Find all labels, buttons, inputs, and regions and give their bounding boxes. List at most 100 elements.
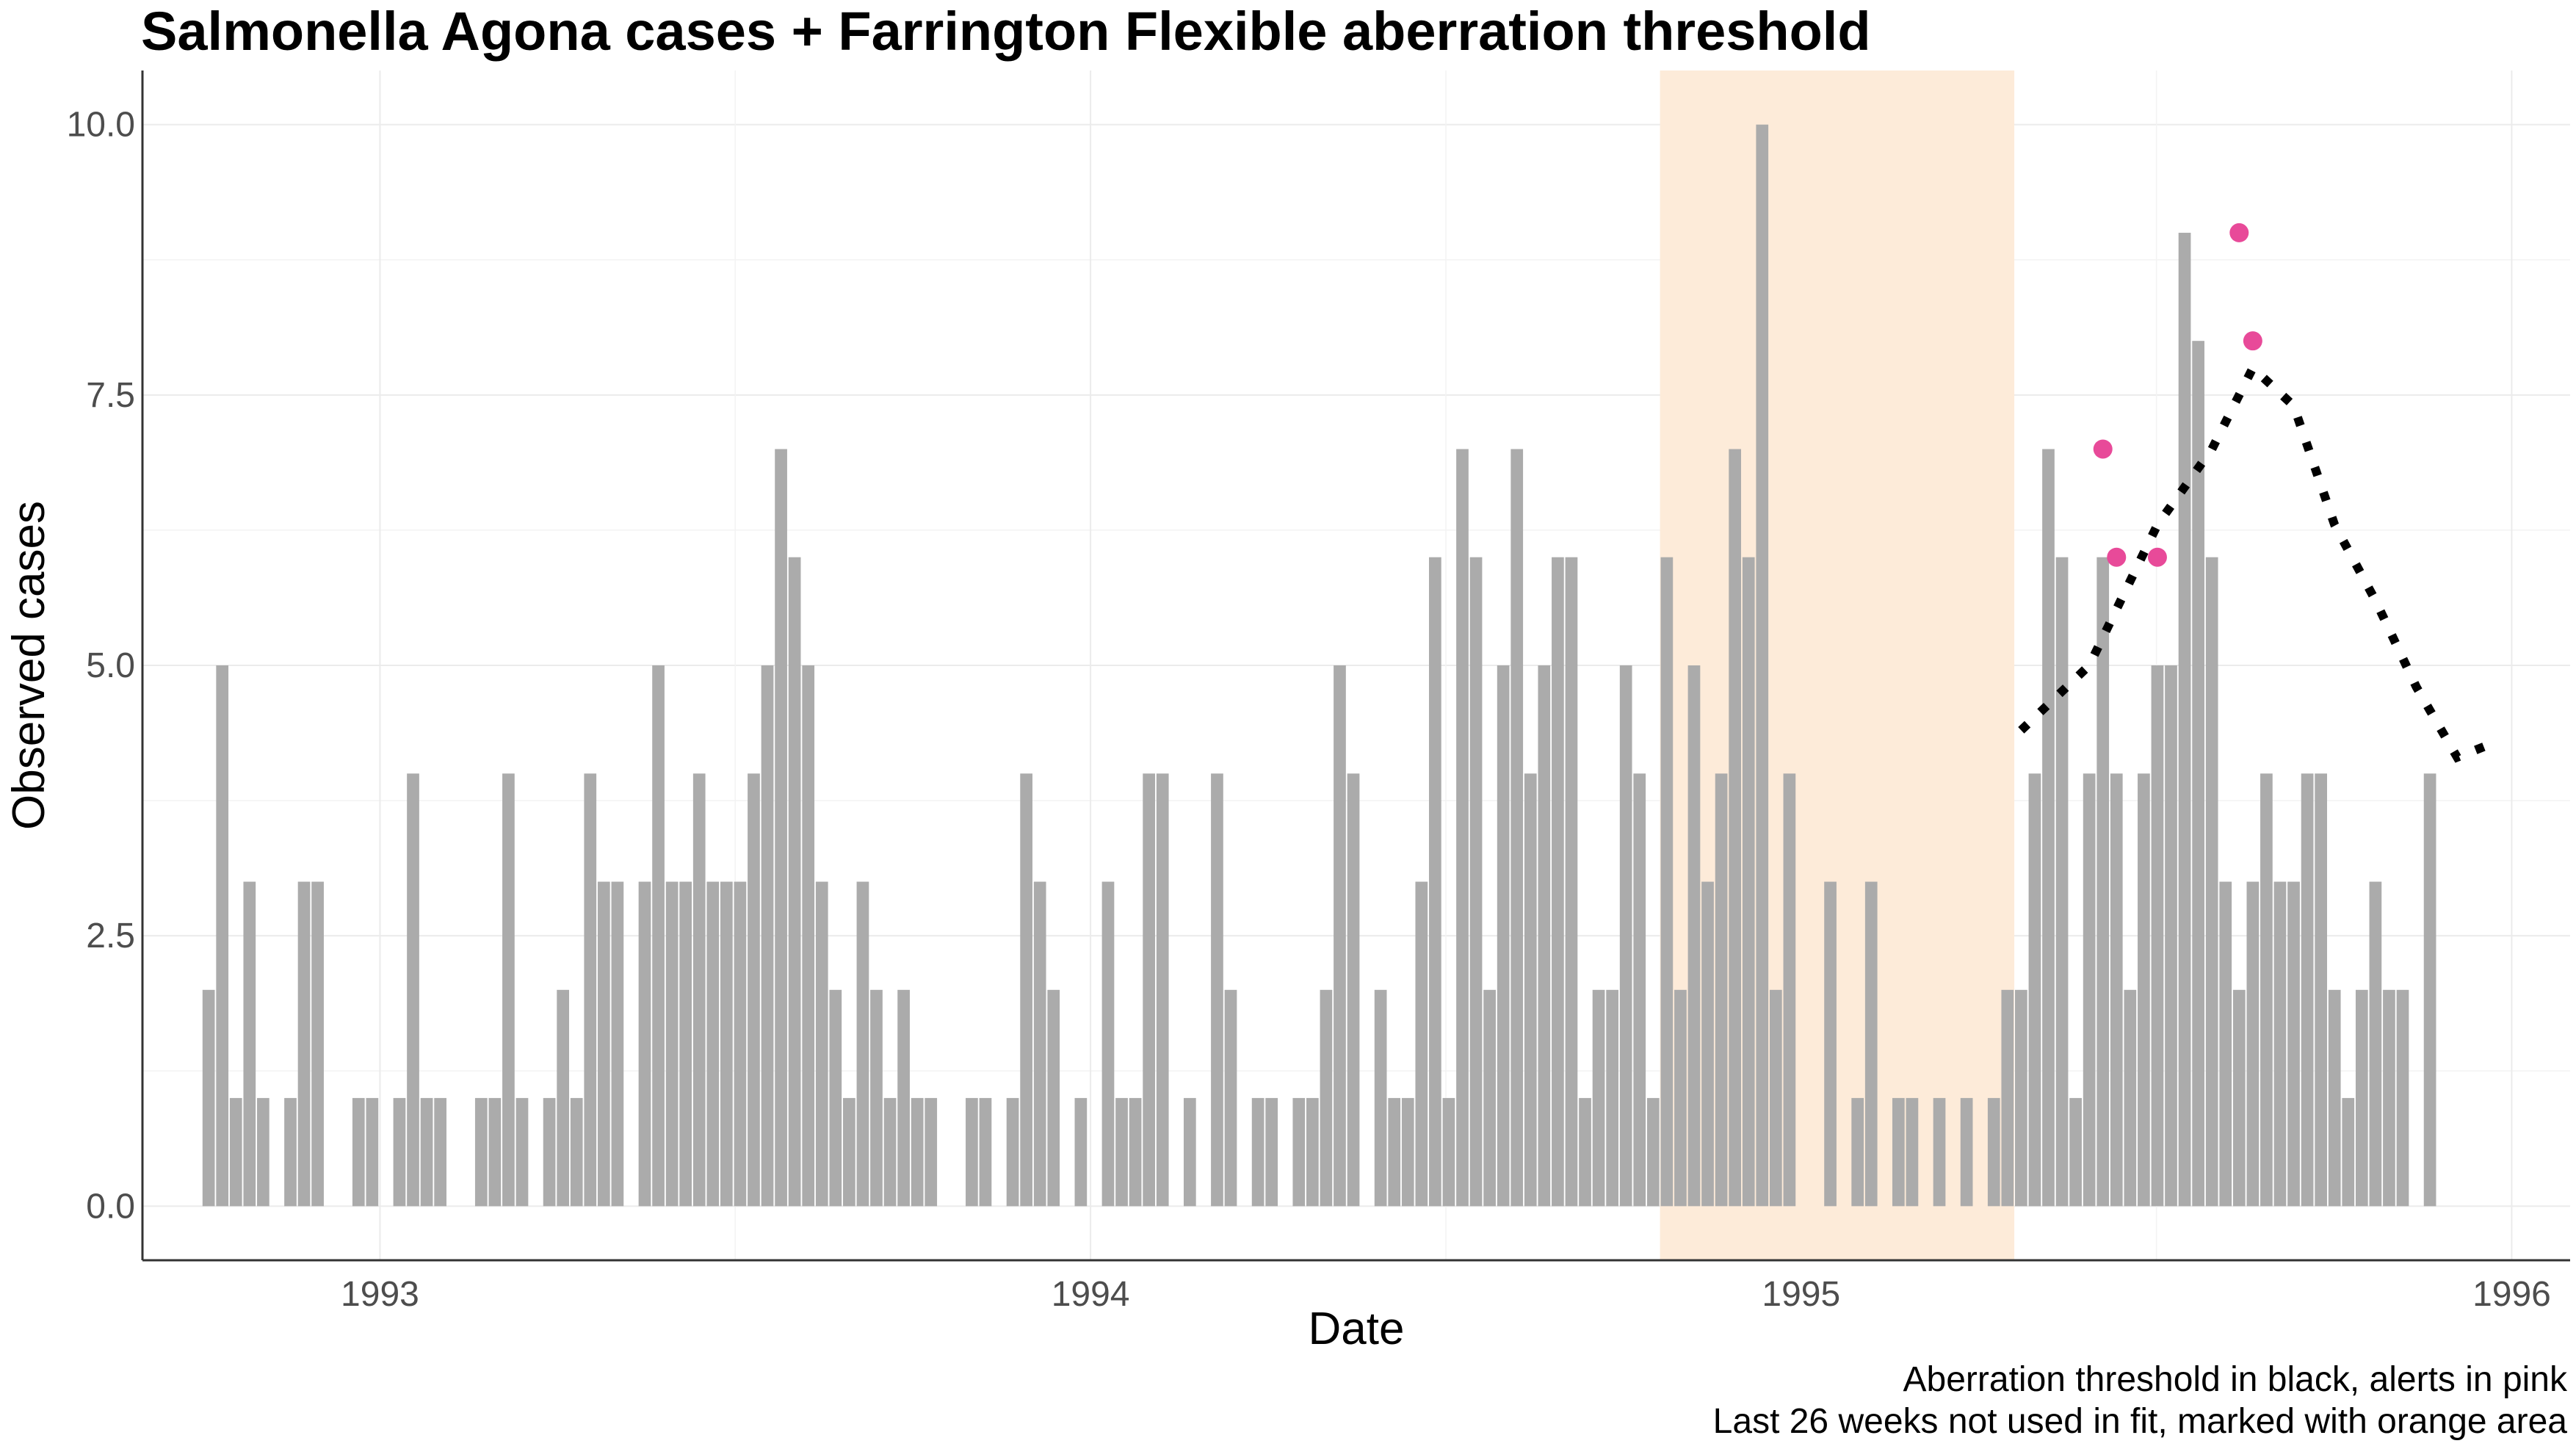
bar <box>2151 665 2164 1207</box>
bar <box>1211 773 1223 1207</box>
y-tick-label: 7.5 <box>86 376 135 415</box>
axes <box>141 71 2570 1262</box>
bar <box>297 881 311 1207</box>
bar <box>775 449 787 1207</box>
bar <box>1497 665 1510 1207</box>
bar <box>1552 557 1564 1207</box>
bar <box>1824 881 1837 1207</box>
bar <box>543 1098 556 1207</box>
bar <box>638 881 651 1207</box>
bar <box>692 773 706 1207</box>
bar <box>761 665 774 1207</box>
bar <box>2001 989 2014 1207</box>
bar <box>2383 989 2395 1207</box>
bar <box>1415 881 1428 1207</box>
x-tick-label: 1994 <box>1052 1275 1130 1314</box>
bar <box>1674 989 1687 1207</box>
alert-point <box>2243 331 2262 351</box>
bar <box>1101 881 1115 1207</box>
bar <box>2042 449 2055 1207</box>
bar <box>1701 881 1714 1207</box>
bar <box>202 989 215 1207</box>
bar <box>420 1098 433 1207</box>
bar <box>720 881 733 1207</box>
bar <box>1020 773 1032 1207</box>
bar <box>734 881 747 1207</box>
x-tick-label: 1996 <box>2472 1275 2551 1314</box>
bar <box>2110 773 2123 1207</box>
threshold-line <box>2018 361 2500 763</box>
bar <box>2028 773 2041 1207</box>
y-axis-title: Observed cases <box>4 501 54 830</box>
bar <box>216 665 229 1207</box>
bar <box>748 773 760 1207</box>
bar <box>665 881 679 1207</box>
bar <box>911 1098 924 1207</box>
bar <box>2328 989 2341 1207</box>
y-tick-label: 10.0 <box>67 106 135 145</box>
bar <box>1483 989 1496 1207</box>
bar <box>1320 989 1333 1207</box>
bar <box>488 1098 502 1207</box>
bar <box>788 557 801 1207</box>
bar <box>1251 1098 1265 1207</box>
bar <box>1074 1098 1088 1207</box>
bar <box>2055 557 2069 1207</box>
bar <box>502 773 515 1207</box>
bar <box>2355 989 2368 1207</box>
bar <box>2083 773 2096 1207</box>
bar <box>1306 1098 1319 1207</box>
bar <box>2192 341 2204 1207</box>
bar <box>611 881 624 1207</box>
bar <box>1033 881 1046 1207</box>
bar <box>1729 449 1742 1207</box>
alert-point <box>2107 547 2127 567</box>
bar <box>284 1098 297 1207</box>
chart-title: Salmonella Agona cases + Farrington Flex… <box>141 1 1871 62</box>
bar <box>1646 1098 1660 1207</box>
bar <box>1864 881 1878 1207</box>
bar <box>1334 665 1346 1207</box>
bar <box>856 881 869 1207</box>
bar <box>1579 1098 1591 1207</box>
bar <box>843 1098 855 1207</box>
bar <box>2315 773 2328 1207</box>
bar <box>2301 773 2314 1207</box>
bar <box>1469 557 1483 1207</box>
bar <box>679 881 692 1207</box>
bar <box>515 1098 529 1207</box>
bar <box>1633 773 1646 1207</box>
bar <box>870 989 883 1207</box>
bar <box>2165 665 2177 1207</box>
bar <box>1933 1098 1946 1207</box>
bar <box>366 1098 379 1207</box>
bar <box>1047 989 1060 1207</box>
bar <box>1183 1098 1196 1207</box>
bar <box>1769 989 1782 1207</box>
bar <box>1374 989 1387 1207</box>
bar <box>897 989 910 1207</box>
bar <box>1783 773 1796 1207</box>
bar <box>570 1098 583 1207</box>
bar <box>2260 773 2273 1207</box>
bar <box>2232 989 2246 1207</box>
threshold-layer <box>2018 361 2500 763</box>
bar <box>474 1098 488 1207</box>
bar <box>1687 665 1701 1207</box>
bar <box>311 881 324 1207</box>
bar <box>1592 989 1605 1207</box>
bar <box>1006 1098 1019 1207</box>
alert-point <box>2093 439 2113 459</box>
bar <box>883 1098 897 1207</box>
alerts-layer <box>2093 223 2262 567</box>
bar <box>1429 557 1441 1207</box>
bar <box>1510 449 1524 1207</box>
bar <box>2178 232 2191 1207</box>
bar <box>257 1098 269 1207</box>
bar <box>2369 881 2382 1207</box>
y-tick-label: 0.0 <box>86 1187 135 1226</box>
bar <box>1524 773 1537 1207</box>
bar <box>2096 557 2110 1207</box>
bar <box>1538 665 1551 1207</box>
y-tick-label: 5.0 <box>86 646 135 685</box>
